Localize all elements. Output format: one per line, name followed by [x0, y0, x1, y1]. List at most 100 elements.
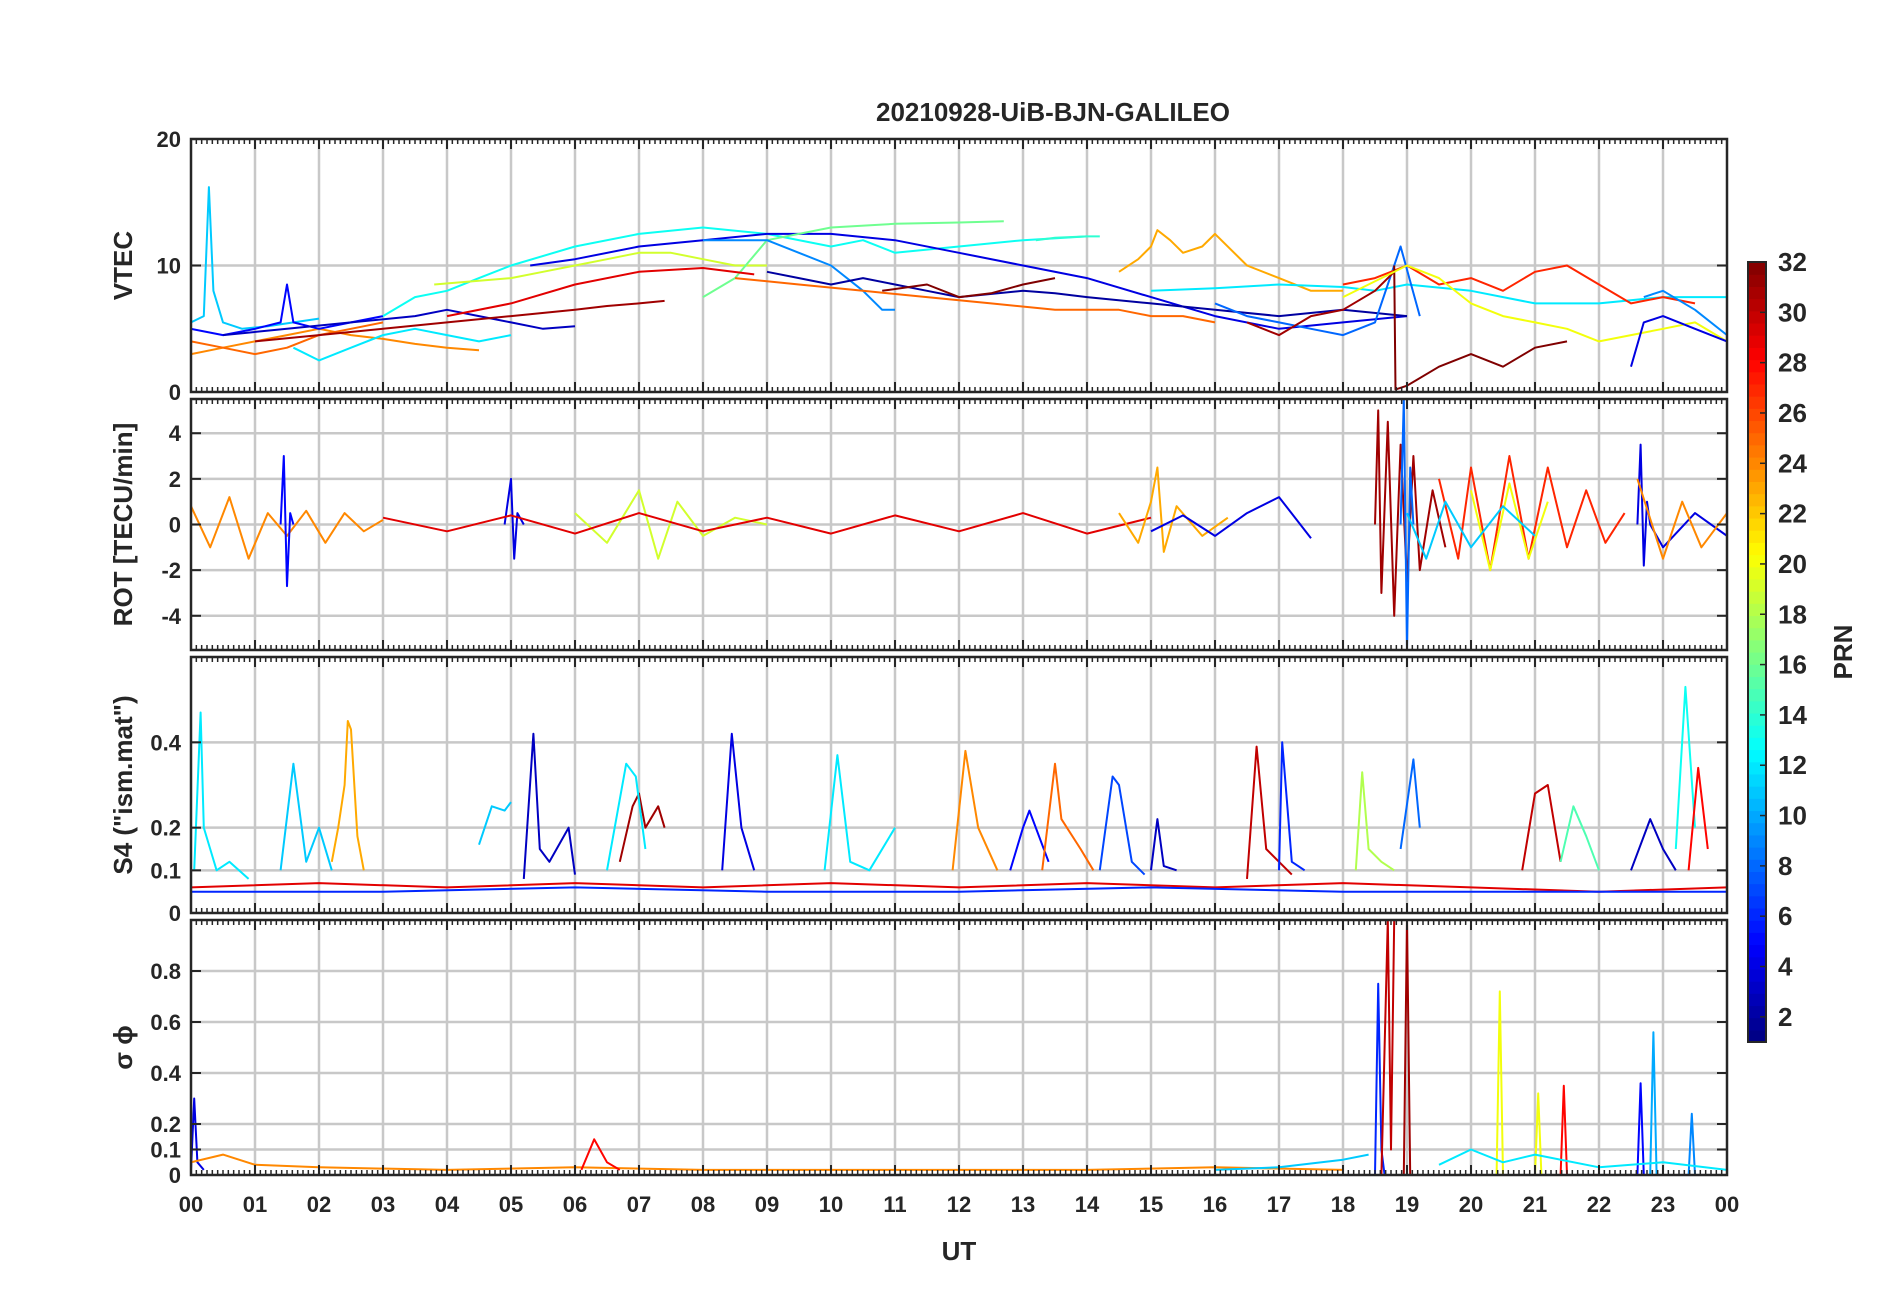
panel-3: 0 0.1 0.2 0.4 S4 ("ism.mat")	[108, 655, 1729, 926]
colorbar-swatch	[1748, 603, 1766, 617]
colorbar-swatch	[1748, 408, 1766, 422]
colorbar-swatch	[1748, 639, 1766, 653]
series-line-prn-30	[1521, 784, 1562, 871]
series-line-prn-24	[191, 496, 384, 560]
series-line-prn-9	[1687, 1112, 1696, 1175]
series-line-prn-23	[1118, 229, 1343, 292]
series-line-prn-31	[1402, 920, 1412, 1175]
colorbar-swatch	[1748, 347, 1766, 361]
series-line-prn-3	[1150, 818, 1177, 872]
series-line-prn-24	[951, 749, 999, 871]
x-tick-label: 19	[1395, 1192, 1419, 1217]
series-line-prn-31	[254, 299, 665, 343]
series-line-prn-12	[1438, 1148, 1727, 1171]
colorbar-tick-label: 10	[1778, 801, 1807, 831]
x-tick-label: 17	[1267, 1192, 1291, 1217]
colorbar-label: PRN	[1828, 625, 1858, 680]
series-line-prn-11	[279, 762, 333, 871]
colorbar-swatch	[1748, 773, 1766, 787]
colorbar-frame	[1747, 261, 1767, 1043]
x-tick-label: 00	[1715, 1192, 1739, 1217]
colorbar-swatch	[1748, 578, 1766, 592]
colorbar-swatch	[1748, 834, 1766, 848]
colorbar-tick-label: 22	[1778, 499, 1807, 529]
series-line-prn-11	[1214, 1153, 1369, 1171]
colorbar-swatch	[1748, 505, 1766, 519]
colorbar-swatch	[1748, 981, 1766, 994]
y-axis-label: σ ϕ	[108, 1025, 138, 1070]
colorbar-swatch	[1748, 652, 1766, 665]
y-tick-label: 0.4	[150, 730, 181, 755]
series-line-prn-4	[191, 1097, 205, 1171]
colorbar-swatch	[1748, 725, 1766, 738]
colorbar-swatch	[1748, 322, 1766, 336]
colorbar-swatch	[1748, 517, 1766, 531]
series-line-prn-32	[1393, 265, 1568, 391]
colorbar-swatch	[1748, 810, 1766, 824]
colorbar-swatch	[1748, 895, 1766, 909]
y-tick-label: 0.2	[150, 816, 181, 841]
colorbar-tick-label: 32	[1778, 247, 1807, 277]
y-tick-label: 0.6	[150, 1010, 181, 1035]
colorbar-tick-label: 16	[1778, 650, 1807, 680]
x-tick-label: 22	[1587, 1192, 1611, 1217]
series-group	[191, 685, 1727, 893]
colorbar-swatch	[1748, 444, 1766, 458]
series-line-prn-9	[1643, 289, 1727, 336]
colorbar-swatch	[1748, 566, 1766, 580]
series-line-prn-24	[1636, 478, 1727, 560]
x-tick-label: 06	[563, 1192, 587, 1217]
series-line-prn-4	[721, 732, 756, 871]
y-axis-label: S4 ("ism.mat")	[108, 695, 138, 874]
series-line-prn-3	[1630, 818, 1677, 871]
x-tick-label: 14	[1075, 1192, 1100, 1217]
colorbar-swatch	[1748, 591, 1766, 604]
series-line-prn-8	[1399, 399, 1415, 650]
x-axis-label: UT	[942, 1236, 977, 1266]
series-line-prn-2	[766, 270, 1408, 318]
series-line-prn-20	[1470, 482, 1549, 572]
colorbar-swatch	[1748, 712, 1766, 726]
y-tick-label: 0.2	[150, 1112, 181, 1137]
series-line-prn-11	[478, 801, 512, 846]
series-line-prn-8	[1399, 758, 1421, 850]
y-tick-label: 0	[169, 1163, 181, 1188]
colorbar-swatch	[1748, 359, 1766, 373]
colorbar-tick-label: 4	[1778, 952, 1793, 982]
colorbar-tick-label: 14	[1778, 700, 1807, 730]
colorbar-tick-label: 30	[1778, 297, 1807, 327]
x-tick-label: 10	[819, 1192, 843, 1217]
x-tick-label: 23	[1651, 1192, 1675, 1217]
colorbar-swatch	[1748, 432, 1766, 446]
colorbar-swatch	[1748, 993, 1766, 1007]
x-tick-label: 00	[179, 1192, 203, 1217]
series-line-prn-12	[292, 327, 512, 362]
colorbar-swatch	[1748, 907, 1766, 921]
colorbar-tick-label: 12	[1778, 750, 1807, 780]
colorbar-swatch	[1748, 493, 1766, 507]
colorbar-swatch	[1748, 944, 1766, 958]
series-group	[191, 186, 1727, 391]
x-tick-label: 11	[883, 1192, 906, 1217]
series-line-prn-23	[1118, 466, 1229, 553]
y-tick-label: -2	[161, 558, 181, 583]
series-line-prn-19	[434, 251, 767, 286]
series-line-prn-25	[191, 321, 384, 356]
colorbar-swatch	[1748, 920, 1766, 933]
y-tick-label: 20	[157, 127, 181, 152]
series-line-prn-25	[734, 277, 1216, 324]
panel-1: 0 10 20 VTEC	[108, 127, 1729, 405]
x-tick-label: 13	[1011, 1192, 1035, 1217]
colorbar-swatch	[1748, 396, 1766, 409]
series-line-prn-4	[530, 232, 1408, 330]
series-line-prn-18	[1354, 771, 1395, 872]
colorbar-swatch	[1748, 469, 1766, 482]
y-axis-label: ROT [TECU/min]	[108, 423, 138, 627]
x-tick-label: 08	[691, 1192, 715, 1217]
colorbar-tick-label: 26	[1778, 398, 1807, 428]
x-tick-label: 03	[371, 1192, 395, 1217]
y-tick-label: 0.1	[150, 1138, 181, 1163]
series-line-prn-4	[1630, 315, 1727, 367]
series-line-prn-5	[191, 283, 384, 337]
